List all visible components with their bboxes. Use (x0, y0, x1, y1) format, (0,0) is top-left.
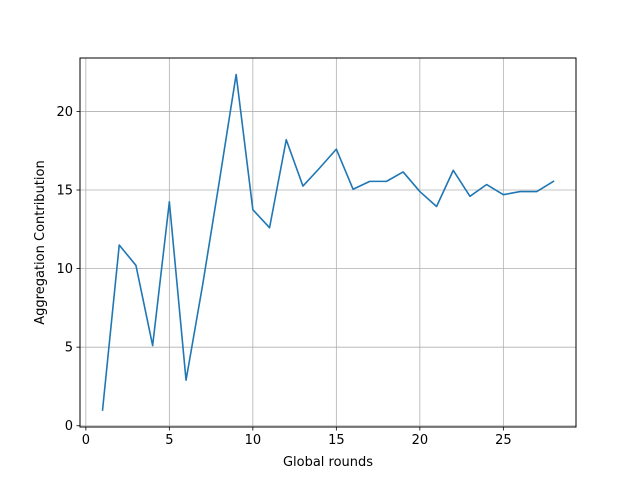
x-tick-label: 0 (82, 433, 90, 448)
series-layer (103, 74, 554, 410)
series-line (103, 75, 554, 411)
x-tick-label: 20 (412, 433, 429, 448)
axes-frame (80, 58, 576, 427)
y-tick-label: 15 (56, 184, 73, 199)
x-tick-label: 15 (328, 433, 345, 448)
y-tick-label: 5 (65, 341, 73, 356)
y-tick-label: 10 (56, 262, 73, 277)
x-axis-label: Global rounds (283, 455, 373, 470)
x-tick-label: 5 (165, 433, 173, 448)
y-axis-label: Aggregation Contribution (33, 160, 48, 324)
y-tick-label: 0 (65, 419, 73, 434)
grid (80, 58, 576, 427)
x-tick-label: 10 (245, 433, 262, 448)
tick-layer: 0 5 10 15 20 25 0 5 10 15 20 (56, 105, 511, 448)
y-tick-label: 20 (56, 105, 73, 120)
x-tick-label: 25 (495, 433, 512, 448)
